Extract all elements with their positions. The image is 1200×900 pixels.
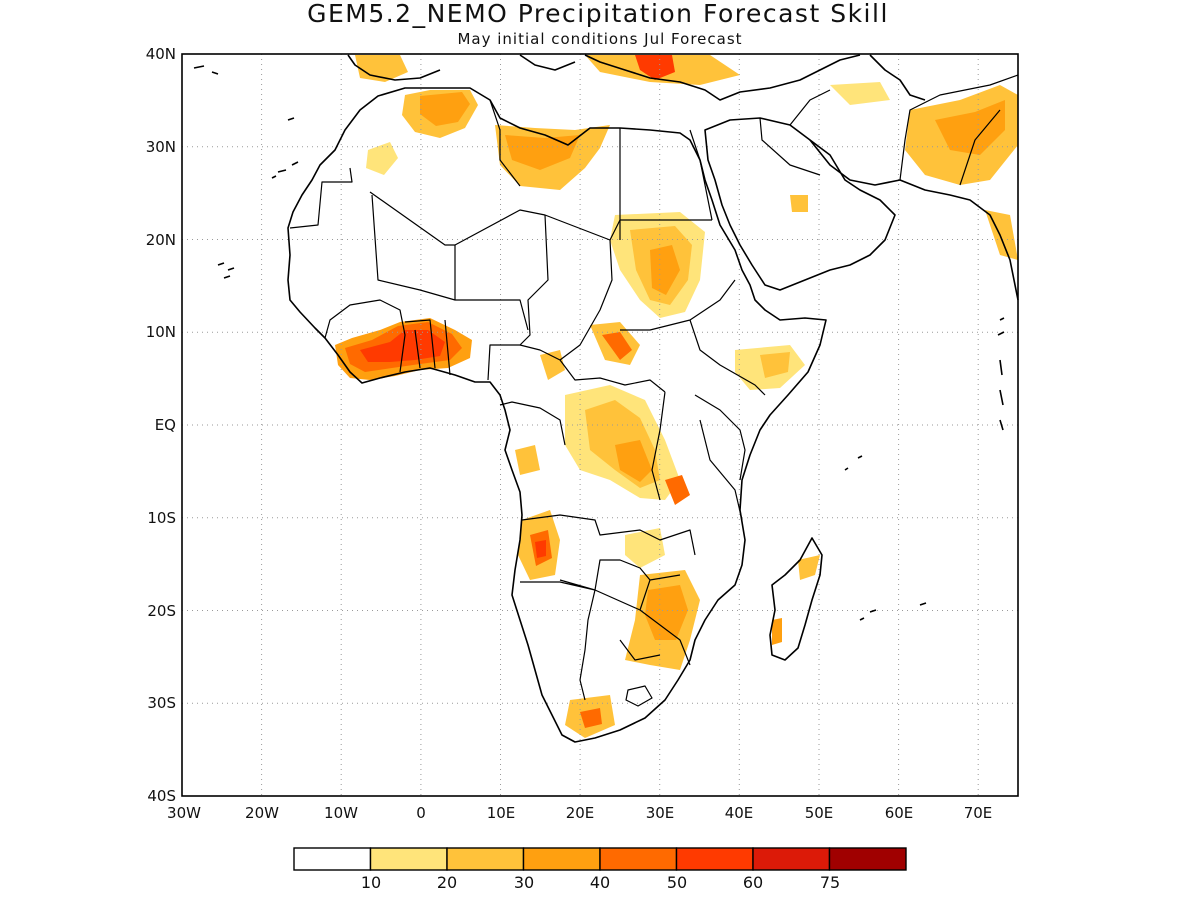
colorbar-swatch [675, 847, 754, 871]
colorbar-swatch [522, 847, 601, 871]
skill-area-car [540, 350, 565, 380]
eurasia-coastline [584, 54, 861, 101]
colorbar-swatch [752, 847, 831, 871]
skill-area-ethiopia-core [760, 352, 790, 378]
lon-tick-label: 10W [324, 804, 358, 822]
coastline-layer [193, 54, 1019, 743]
sri-lanka [997, 317, 1005, 336]
colorbar-tick-label: 50 [667, 873, 687, 892]
colorbar-swatches [293, 847, 907, 871]
skill-area-arabia [790, 195, 808, 212]
cape-verde-islands [217, 262, 235, 279]
colorbar-tick-label: 60 [743, 873, 763, 892]
lon-tick-label: 60E [885, 804, 914, 822]
lat-tick-label: 20N [146, 231, 176, 249]
colorbar-tick-label: 40 [590, 873, 610, 892]
lat-tick-label: 30N [146, 138, 176, 156]
border-algeria-libya [489, 99, 713, 240]
lon-tick-label: 20W [245, 804, 279, 822]
skill-area-congo-core [615, 440, 652, 482]
skill-area-morocco-top [355, 55, 408, 82]
lat-tick-label: EQ [155, 416, 176, 434]
skill-area-zimbabwe-core [645, 585, 688, 640]
lon-tick-label: 10E [487, 804, 516, 822]
map-frame [181, 53, 1019, 797]
lon-tick-label: 30W [167, 804, 201, 822]
skill-area-sudan-core [650, 245, 680, 295]
persian-gulf-coastline [809, 139, 1019, 301]
border-sahel [371, 194, 549, 381]
border-southern-africa [520, 514, 696, 701]
caspian-coastline [869, 54, 926, 101]
map-plot-area [181, 53, 1019, 797]
map-subtitle: May initial conditions Jul Forecast [457, 30, 742, 48]
lon-tick-label: 0 [416, 804, 426, 822]
skill-area-cape-core [580, 708, 602, 728]
colorbar-tick-label: 30 [514, 873, 534, 892]
italy-coastline [519, 54, 576, 71]
skill-shading-layer [335, 55, 1018, 738]
colorbar-swatch [369, 847, 448, 871]
skill-area-gabon [515, 445, 540, 475]
canary-islands [271, 161, 299, 179]
colorbar-swatch [828, 847, 907, 871]
lat-tick-label: 10S [147, 509, 176, 527]
lon-tick-label: 50E [805, 804, 834, 822]
skill-area-south-sudan-core [602, 332, 632, 360]
skill-area-west-africa-core [360, 330, 445, 362]
border-lesotho [625, 685, 653, 707]
skill-area-algeria-core [420, 92, 470, 126]
skill-area-aegean [635, 55, 675, 80]
graticule [182, 54, 1018, 796]
lon-tick-label: 30E [646, 804, 675, 822]
border-east-africa [689, 319, 766, 521]
colorbar-swatch [446, 847, 525, 871]
border-middle-east [759, 74, 1019, 186]
border-central-africa [499, 344, 666, 501]
latitude-axis: 40N 30N 20N 10N EQ 10S 20S 30S 40S [146, 45, 176, 805]
skill-area-morocco [366, 142, 398, 175]
iberia-coastline [347, 54, 441, 81]
skill-area-turkey [830, 82, 890, 105]
africa-coastline [287, 87, 827, 743]
madeira [193, 65, 295, 121]
lat-tick-label: 40N [146, 45, 176, 63]
border-sahara [289, 167, 712, 246]
mascarene-islands [859, 602, 927, 621]
madagascar-coastline [769, 537, 823, 661]
arabia-coastline [704, 117, 896, 291]
colorbar-labels: 10 20 30 40 50 60 75 [361, 873, 840, 892]
map-title: GEM5.2_NEMO Precipitation Forecast Skill [307, 0, 889, 28]
colorbar-swatch [599, 847, 678, 871]
longitude-axis: 30W 20W 10W 0 10E 20E 30E 40E 50E 60E 70… [167, 804, 992, 822]
colorbar-tick-label: 75 [820, 873, 840, 892]
lon-tick-label: 20E [566, 804, 595, 822]
colorbar-legend: 10 20 30 40 50 60 75 [293, 847, 907, 892]
colorbar-tick-label: 20 [437, 873, 457, 892]
lon-tick-label: 40E [725, 804, 754, 822]
lat-tick-label: 20S [147, 602, 176, 620]
border-west-africa [324, 299, 451, 376]
lon-tick-label: 70E [964, 804, 993, 822]
colorbar-swatch [293, 847, 372, 871]
skill-area-libya-core [505, 135, 580, 170]
skill-area-angola-core [535, 540, 546, 558]
skill-area-pakistan-core [935, 100, 1005, 155]
lat-tick-label: 30S [147, 694, 176, 712]
lat-tick-label: 40S [147, 787, 176, 805]
skill-area-madagascar [798, 555, 820, 580]
skill-area-madagascar-south [772, 618, 782, 645]
maldives [999, 359, 1004, 431]
skill-area-tanzania [665, 475, 690, 505]
colorbar-tick-label: 10 [361, 873, 381, 892]
seychelles [844, 455, 863, 471]
lat-tick-label: 10N [146, 323, 176, 341]
country-borders-layer [289, 74, 1019, 707]
